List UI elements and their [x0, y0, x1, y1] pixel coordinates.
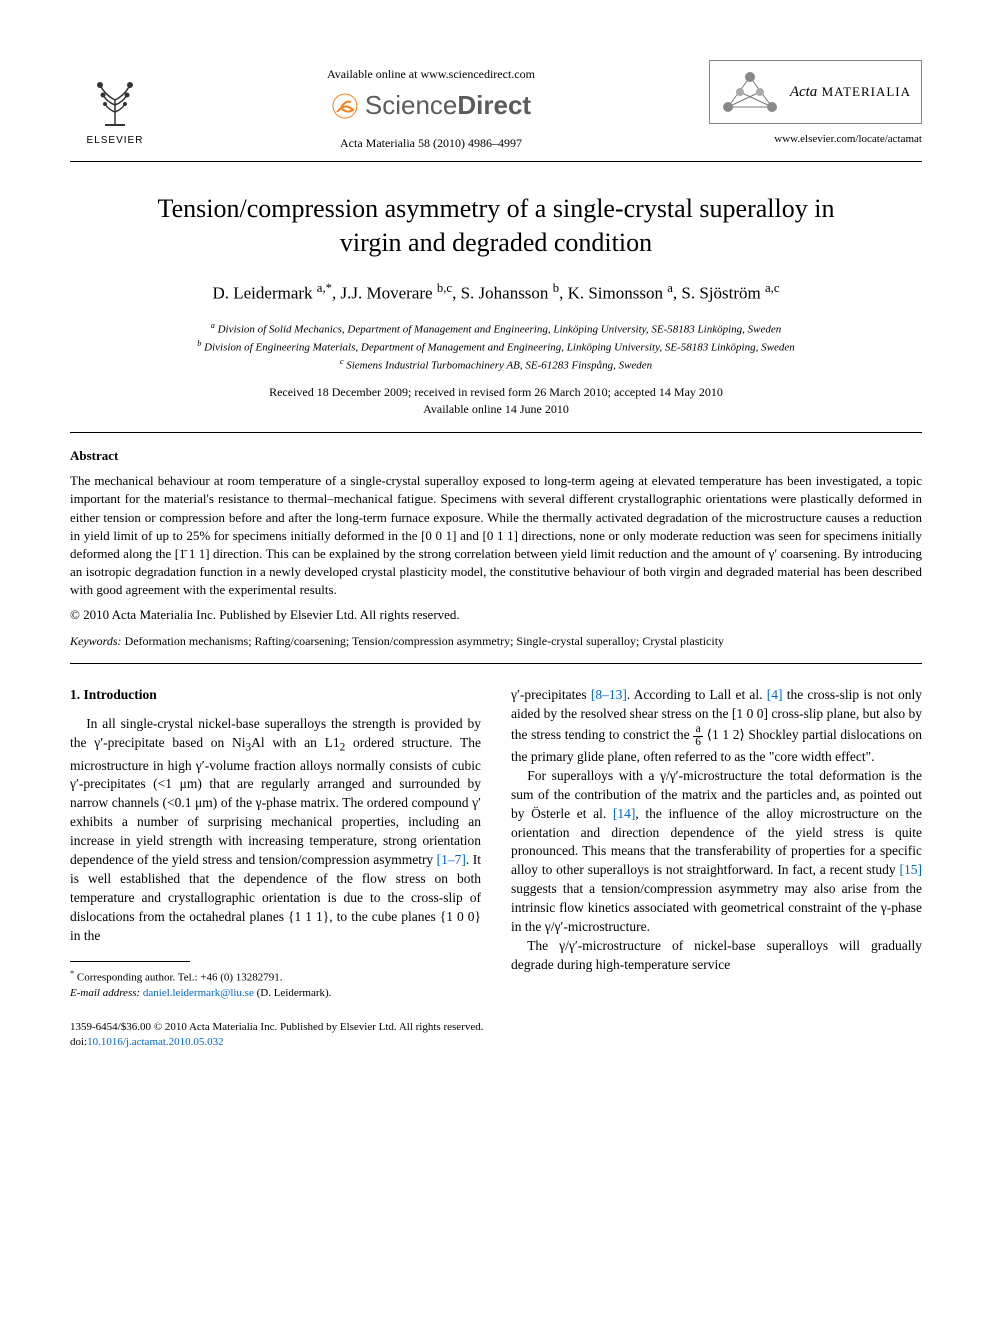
right-column: γ′-precipitates [8–13]. According to Lal…	[511, 686, 922, 1002]
email-suffix: (D. Leidermark).	[254, 987, 332, 999]
t2: Al with an L1	[251, 735, 339, 750]
r2: . According to Lall et al.	[627, 687, 767, 702]
intro-para-2: For superalloys with a γ/γ′-microstructu…	[511, 767, 922, 937]
doi-link[interactable]: 10.1016/j.actamat.2010.05.032	[87, 1036, 224, 1048]
logo-ital: Acta	[790, 84, 818, 100]
affil-b-text: Division of Engineering Materials, Depar…	[204, 341, 795, 353]
sciencedirect-logo: ScienceDirect	[160, 88, 702, 123]
keywords-line: Keywords: Deformation mechanisms; Raftin…	[70, 633, 922, 649]
dates-line1: Received 18 December 2009; received in r…	[70, 384, 922, 401]
corr-email-link[interactable]: daniel.leidermark@liu.se	[143, 987, 254, 999]
logo-caps: MATERIALIA	[817, 84, 911, 99]
abstract-body: The mechanical behaviour at room tempera…	[70, 472, 922, 599]
affiliation-a: a Division of Solid Mechanics, Departmen…	[70, 320, 922, 338]
frac-num: a	[693, 724, 703, 736]
abstract-top-rule	[70, 432, 922, 433]
frac-den: 6	[693, 737, 703, 748]
r1: γ′-precipitates	[511, 687, 591, 702]
sd-suffix: Direct	[457, 90, 531, 120]
ref-link-15[interactable]: [15]	[900, 862, 923, 877]
ref-link-1-7[interactable]: [1–7]	[437, 852, 466, 867]
journal-url: www.elsevier.com/locate/actamat	[702, 132, 922, 147]
elsevier-label: ELSEVIER	[87, 134, 144, 148]
footnote-separator	[70, 961, 190, 962]
section-1-heading: 1. Introduction	[70, 686, 481, 705]
email-label: E-mail address:	[70, 987, 140, 999]
acta-graphic-icon	[720, 67, 780, 117]
sd-prefix: Science	[365, 90, 458, 120]
elsevier-tree-icon	[85, 70, 145, 130]
ref-link-14[interactable]: [14]	[613, 806, 636, 821]
journal-logo-box: Acta MATERIALIA	[709, 60, 922, 124]
left-column: 1. Introduction In all single-crystal ni…	[70, 686, 481, 1002]
ref-link-8-13[interactable]: [8–13]	[591, 687, 627, 702]
journal-reference: Acta Materialia 58 (2010) 4986–4997	[160, 135, 702, 151]
ref-link-4[interactable]: [4]	[767, 687, 783, 702]
affiliations: a Division of Solid Mechanics, Departmen…	[70, 320, 922, 374]
corr-text: Corresponding author. Tel.: +46 (0) 1328…	[77, 972, 283, 984]
footer-doi-line: doi:10.1016/j.actamat.2010.05.032	[70, 1035, 922, 1050]
email-line: E-mail address: daniel.leidermark@liu.se…	[70, 986, 481, 1001]
fraction-a-6: a6	[693, 724, 703, 748]
keywords-label: Keywords:	[70, 634, 122, 648]
intro-para-1-right: γ′-precipitates [8–13]. According to Lal…	[511, 686, 922, 767]
intro-para-3: The γ/γ′-microstructure of nickel-base s…	[511, 937, 922, 975]
abstract-heading: Abstract	[70, 447, 922, 465]
corr-line: * Corresponding author. Tel.: +46 (0) 13…	[70, 968, 481, 986]
abstract-copyright: © 2010 Acta Materialia Inc. Published by…	[70, 606, 922, 624]
header-center: Available online at www.sciencedirect.co…	[160, 60, 702, 151]
sciencedirect-swirl-icon	[331, 92, 359, 120]
elsevier-logo-block: ELSEVIER	[70, 60, 160, 148]
header-rule	[70, 161, 922, 162]
article-title: Tension/compression asymmetry of a singl…	[130, 192, 862, 260]
t3: ordered structure. The microstructure in…	[70, 735, 481, 867]
article-dates: Received 18 December 2009; received in r…	[70, 384, 922, 418]
page-footer: 1359-6454/$36.00 © 2010 Acta Materialia …	[70, 1020, 922, 1051]
affiliation-c: c Siemens Industrial Turbomachinery AB, …	[70, 356, 922, 374]
affiliation-b: b Division of Engineering Materials, Dep…	[70, 338, 922, 356]
sciencedirect-text: ScienceDirect	[365, 88, 531, 123]
affil-c-text: Siemens Industrial Turbomachinery AB, SE…	[346, 360, 652, 372]
body-columns: 1. Introduction In all single-crystal ni…	[70, 686, 922, 1002]
affil-a-text: Division of Solid Mechanics, Department …	[218, 323, 782, 335]
intro-para-1-left: In all single-crystal nickel-base supera…	[70, 715, 481, 945]
keywords-text: Deformation mechanisms; Rafting/coarseni…	[122, 634, 724, 648]
footer-copyright: 1359-6454/$36.00 © 2010 Acta Materialia …	[70, 1020, 922, 1035]
available-online-text: Available online at www.sciencedirect.co…	[160, 66, 702, 82]
doi-label: doi:	[70, 1036, 87, 1048]
page-header: ELSEVIER Available online at www.science…	[70, 60, 922, 151]
authors-line: D. Leidermark a,*, J.J. Moverare b,c, S.…	[70, 280, 922, 306]
abstract-bottom-rule	[70, 663, 922, 664]
journal-title-logo: Acta MATERIALIA	[790, 82, 911, 102]
header-right: Acta MATERIALIA www.elsevier.com/locate/…	[702, 60, 922, 147]
corresponding-author-footnote: * Corresponding author. Tel.: +46 (0) 13…	[70, 968, 481, 1001]
r7: suggests that a tension/compression asym…	[511, 881, 922, 934]
dates-line2: Available online 14 June 2010	[70, 401, 922, 418]
